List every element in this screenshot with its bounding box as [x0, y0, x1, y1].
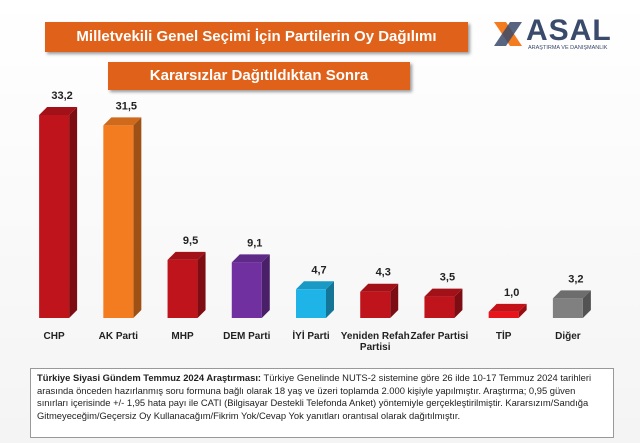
footnote-text: Türkiye Genelinde NUTS-2 sistemine göre …: [37, 372, 592, 421]
bar-side: [582, 290, 591, 318]
value-label: 4,7: [311, 264, 326, 276]
bar-top: [231, 254, 270, 263]
x-tick-label: DEM Parti: [223, 331, 271, 342]
logo: ASAL ARAŞTIRMA VE DANIŞMANLIK: [492, 14, 622, 54]
logo-icon: [494, 22, 522, 46]
bar-side: [69, 107, 78, 318]
bar: [360, 291, 391, 318]
bar-side: [261, 254, 270, 318]
bar-top: [103, 117, 142, 126]
bar-top: [488, 303, 527, 312]
chart-title: Milletvekili Genel Seçimi İçin Partileri…: [45, 22, 468, 52]
bar-top: [360, 283, 399, 292]
bar-side: [133, 117, 142, 318]
logo-name: ASAL: [526, 14, 612, 47]
bar-side: [390, 283, 399, 318]
x-tick-label: İYİ Parti: [292, 331, 330, 342]
value-label: 3,2: [568, 273, 583, 285]
x-tick-label: MHP: [171, 331, 194, 342]
bar-side: [518, 303, 527, 318]
value-label: 9,5: [183, 235, 198, 247]
bar: [296, 289, 326, 318]
x-tick-label: Yeniden Refah Partisi: [340, 331, 410, 353]
chart-subtitle: Kararsızlar Dağıtıldıktan Sonra: [108, 62, 410, 90]
bar: [552, 298, 583, 318]
bar: [231, 262, 262, 318]
value-label: 31,5: [116, 100, 137, 112]
footnote: Türkiye Siyasi Gündem Temmuz 2024 Araştı…: [30, 368, 614, 438]
footnote-heading: Türkiye Siyasi Gündem Temmuz 2024 Araştı…: [37, 372, 262, 383]
value-label: 9,1: [247, 237, 262, 249]
bar-side: [197, 251, 206, 318]
bar-top: [167, 251, 206, 260]
bar-side: [326, 281, 334, 318]
x-tick-label: Diğer: [555, 331, 581, 342]
bar: [39, 115, 70, 318]
bar-top: [552, 290, 591, 299]
bar-top: [296, 281, 334, 290]
bar: [488, 311, 519, 318]
bar: [167, 259, 198, 318]
value-label: 4,3: [376, 267, 391, 279]
bar: [103, 125, 134, 318]
bar-top: [39, 107, 78, 115]
bar-side: [454, 288, 463, 318]
x-tick-label: CHP: [43, 331, 65, 342]
bar: [424, 296, 455, 318]
x-tick-label: AK Parti: [98, 331, 139, 342]
value-label: 3,5: [440, 272, 455, 284]
value-label: 1,0: [504, 287, 519, 299]
bar-top: [424, 288, 463, 297]
value-label: 33,2: [51, 90, 72, 102]
x-tick-label: TİP: [495, 331, 512, 342]
logo-tagline: ARAŞTIRMA VE DANIŞMANLIK: [528, 45, 608, 51]
x-tick-label: Zafer Partisi: [410, 331, 469, 342]
